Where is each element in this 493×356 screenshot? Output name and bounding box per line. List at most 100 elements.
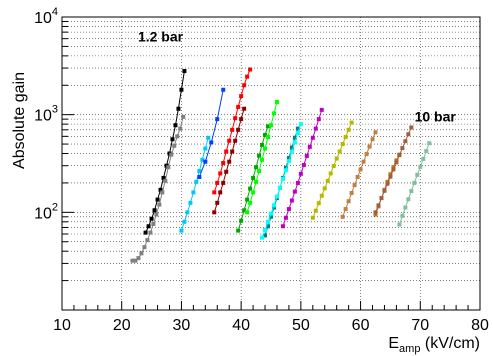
data-point — [175, 134, 180, 139]
data-point — [310, 215, 315, 220]
data-point — [266, 224, 271, 229]
data-point — [394, 160, 399, 165]
data-point — [376, 203, 381, 208]
data-point — [242, 83, 247, 88]
data-point — [400, 213, 405, 218]
x-tick-label: 30 — [173, 317, 191, 334]
data-point — [403, 139, 408, 144]
data-point — [391, 167, 396, 172]
series-16 — [397, 141, 432, 227]
data-point — [289, 198, 294, 203]
data-point — [343, 135, 348, 140]
data-point — [283, 165, 288, 170]
data-point — [409, 189, 414, 194]
data-point — [313, 126, 318, 131]
data-point — [181, 114, 186, 119]
data-point — [209, 140, 214, 145]
data-point — [373, 130, 378, 135]
x-axis-title-main: E — [388, 335, 399, 352]
data-point — [292, 140, 297, 145]
data-point — [136, 256, 141, 261]
data-point — [269, 211, 273, 216]
data-point — [260, 157, 265, 162]
data-point — [271, 111, 276, 116]
data-point — [206, 135, 211, 140]
series-12 — [310, 120, 354, 220]
data-point — [251, 175, 256, 180]
data-point — [215, 117, 220, 122]
data-point — [130, 258, 135, 263]
data-point — [133, 258, 138, 263]
data-point — [406, 132, 411, 137]
data-point — [166, 165, 171, 170]
data-point — [373, 212, 378, 217]
data-point — [188, 200, 193, 205]
data-point — [391, 165, 396, 170]
annotations: 1.2 bar 10 bar — [138, 29, 456, 125]
data-point — [230, 149, 235, 154]
x-axis-title-sub: amp — [399, 343, 420, 355]
data-point — [242, 106, 247, 111]
data-point — [155, 197, 160, 202]
data-point — [319, 193, 324, 198]
data-point — [145, 238, 150, 243]
data-point — [289, 145, 294, 150]
data-point — [179, 228, 184, 233]
series-8 — [245, 99, 279, 215]
y-tick-label-base: 10 — [34, 108, 52, 125]
data-point — [421, 156, 426, 161]
series-13 — [340, 130, 378, 219]
x-tick-label: 10 — [53, 317, 71, 334]
x-axis-title-rest: (kV/cm) — [420, 335, 480, 352]
data-point — [215, 200, 220, 205]
data-point — [191, 190, 196, 195]
data-point — [248, 186, 253, 191]
data-point — [277, 185, 282, 190]
data-point — [316, 117, 321, 122]
data-point — [331, 164, 336, 169]
data-point — [301, 163, 306, 168]
data-point — [185, 210, 190, 215]
data-point — [236, 104, 241, 109]
data-point — [182, 219, 187, 224]
x-tick-label: 50 — [292, 317, 310, 334]
data-point — [427, 141, 432, 146]
series-2 — [130, 114, 186, 263]
data-point — [148, 230, 153, 235]
data-point — [239, 218, 244, 223]
data-point — [322, 186, 327, 191]
data-point — [415, 172, 420, 177]
data-point — [263, 227, 268, 232]
data-point — [152, 208, 157, 213]
data-point — [307, 144, 312, 149]
y-tick-label-exp: 4 — [52, 6, 58, 18]
data-point — [364, 152, 369, 157]
data-point — [274, 194, 279, 199]
x-tick-label: 80 — [471, 317, 489, 334]
data-point — [212, 190, 217, 195]
data-point — [418, 164, 423, 169]
annotation-label: 10 bar — [415, 109, 457, 125]
data-point — [245, 210, 250, 215]
data-point — [169, 152, 174, 157]
data-point — [286, 156, 291, 161]
data-point — [248, 67, 253, 72]
plot-frame — [61, 16, 481, 311]
x-tick-label: 70 — [411, 317, 429, 334]
data-point — [269, 214, 273, 219]
data-point — [316, 201, 321, 206]
data-point — [236, 127, 241, 132]
data-point — [233, 116, 238, 121]
data-point — [158, 187, 163, 192]
x-axis-title: Eamp (kV/cm) — [388, 335, 480, 355]
data-point — [266, 135, 271, 140]
data-point — [163, 178, 168, 183]
data-point — [385, 181, 390, 186]
data-point — [142, 245, 147, 250]
data-point — [146, 224, 151, 229]
data-point — [295, 126, 300, 131]
data-point — [319, 107, 324, 112]
series-4 — [197, 87, 226, 180]
